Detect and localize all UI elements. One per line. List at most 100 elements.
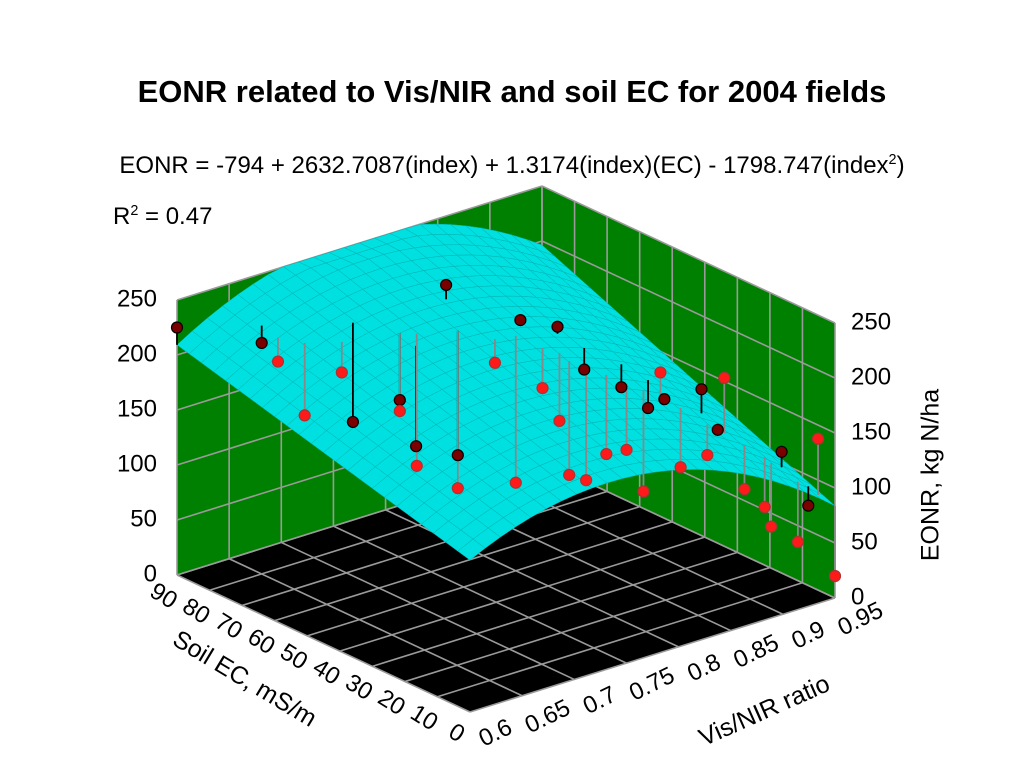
x-tick: 0.85 — [729, 629, 783, 674]
floor-grid-y — [404, 566, 771, 683]
floor-grid-x — [176, 574, 471, 713]
y-axis-label: Soil EC, mS/m — [168, 625, 322, 733]
data-point — [393, 393, 406, 407]
y-tick: 50 — [275, 638, 312, 675]
z-tick-left: 0 — [144, 560, 157, 587]
data-point — [615, 381, 628, 394]
z-tick-right: 200 — [851, 363, 891, 390]
data-point — [409, 440, 423, 453]
z-tick-left: 50 — [130, 505, 157, 532]
data-point — [600, 447, 613, 461]
data-point — [738, 483, 751, 496]
data-points — [170, 278, 842, 583]
wall-grid-z-right — [541, 240, 836, 379]
regression-surface — [176, 223, 836, 561]
data-point — [637, 485, 650, 498]
data-point — [255, 336, 268, 350]
data-point — [509, 476, 522, 489]
x-tick: 0.65 — [521, 694, 575, 739]
z-axis-label: EONR, kg N/ha — [917, 389, 945, 561]
data-point — [335, 366, 348, 379]
y-tick: 20 — [373, 684, 410, 721]
data-point — [828, 569, 842, 583]
data-point — [802, 499, 815, 512]
x-tick: 0.9 — [787, 616, 829, 655]
floor-grid-y — [241, 490, 608, 607]
floor-grid-y — [274, 505, 640, 622]
data-point — [451, 482, 464, 495]
data-point — [536, 382, 549, 395]
floor-grid-x — [228, 557, 523, 697]
data-point — [393, 404, 406, 418]
data-point — [271, 355, 285, 368]
z-tick-left: 100 — [117, 450, 157, 477]
floor-grid-y — [372, 551, 738, 668]
y-tick: 70 — [210, 608, 247, 645]
data-point — [765, 520, 778, 533]
data-point — [791, 535, 804, 549]
rsq-superscript: 2 — [130, 203, 139, 219]
data-point — [514, 314, 527, 327]
data-point — [551, 320, 564, 333]
wall-grid-z-right — [541, 185, 836, 324]
data-point — [711, 423, 724, 436]
data-point — [488, 356, 502, 369]
x-tick: 0.95 — [834, 597, 888, 642]
floor-grid-x — [333, 525, 627, 664]
data-point — [674, 461, 687, 474]
r-squared-label: R2 = 0.47 — [113, 203, 212, 231]
equation-superscript: 2 — [888, 152, 897, 168]
data-point — [718, 371, 731, 384]
data-point — [440, 278, 453, 292]
equation-main: EONR = -794 + 2632.7087(index) + 1.3174(… — [119, 152, 889, 179]
y-tick: 80 — [178, 593, 215, 630]
data-point — [658, 393, 671, 406]
y-tick: 0 — [444, 718, 470, 748]
z-tick-left: 200 — [117, 340, 157, 367]
rsq-prefix: R — [113, 203, 131, 230]
data-point — [170, 321, 184, 334]
x-tick: 0.7 — [579, 681, 621, 720]
floor-grid-y — [306, 521, 673, 637]
z-tick-left: 150 — [117, 395, 157, 422]
x-tick: 0.8 — [683, 648, 725, 687]
z-tick-right: 250 — [851, 308, 891, 335]
floor-grid-x — [280, 541, 575, 681]
chart-title: EONR related to Vis/NIR and soil EC for … — [137, 74, 887, 109]
data-point — [620, 443, 633, 456]
x-tick: 0.75 — [625, 662, 679, 707]
data-point — [553, 414, 566, 427]
data-point — [641, 401, 655, 415]
data-point — [346, 415, 360, 429]
z-tick-right: 50 — [851, 528, 878, 555]
floor-grid-y — [339, 536, 706, 652]
y-tick: 60 — [243, 623, 280, 660]
y-tick: 30 — [340, 669, 377, 706]
data-point — [775, 445, 788, 458]
data-point — [580, 474, 593, 487]
data-point — [563, 468, 576, 482]
rsq-suffix: = 0.47 — [138, 203, 213, 230]
data-point — [758, 500, 771, 514]
data-point — [298, 409, 311, 422]
data-point — [654, 366, 667, 379]
data-point — [451, 449, 464, 462]
x-tick: 0.6 — [475, 714, 517, 753]
x-axis-label: Vis/NIR ratio — [695, 669, 834, 751]
y-tick: 10 — [406, 699, 443, 736]
z-tick-right: 100 — [851, 473, 891, 500]
data-point — [701, 448, 714, 462]
equation-close: ) — [896, 152, 905, 179]
z-tick-left: 250 — [117, 285, 157, 312]
data-point — [578, 363, 591, 376]
data-point — [811, 432, 825, 445]
y-tick: 40 — [308, 654, 345, 691]
z-tick-right: 150 — [851, 418, 891, 445]
data-point — [695, 383, 708, 396]
floor-grid-y — [469, 597, 836, 713]
surface-facet — [457, 538, 486, 561]
data-point — [410, 459, 423, 472]
regression-equation: EONR = -794 + 2632.7087(index) + 1.3174(… — [0, 152, 1024, 180]
floor-grid-y — [437, 582, 803, 698]
